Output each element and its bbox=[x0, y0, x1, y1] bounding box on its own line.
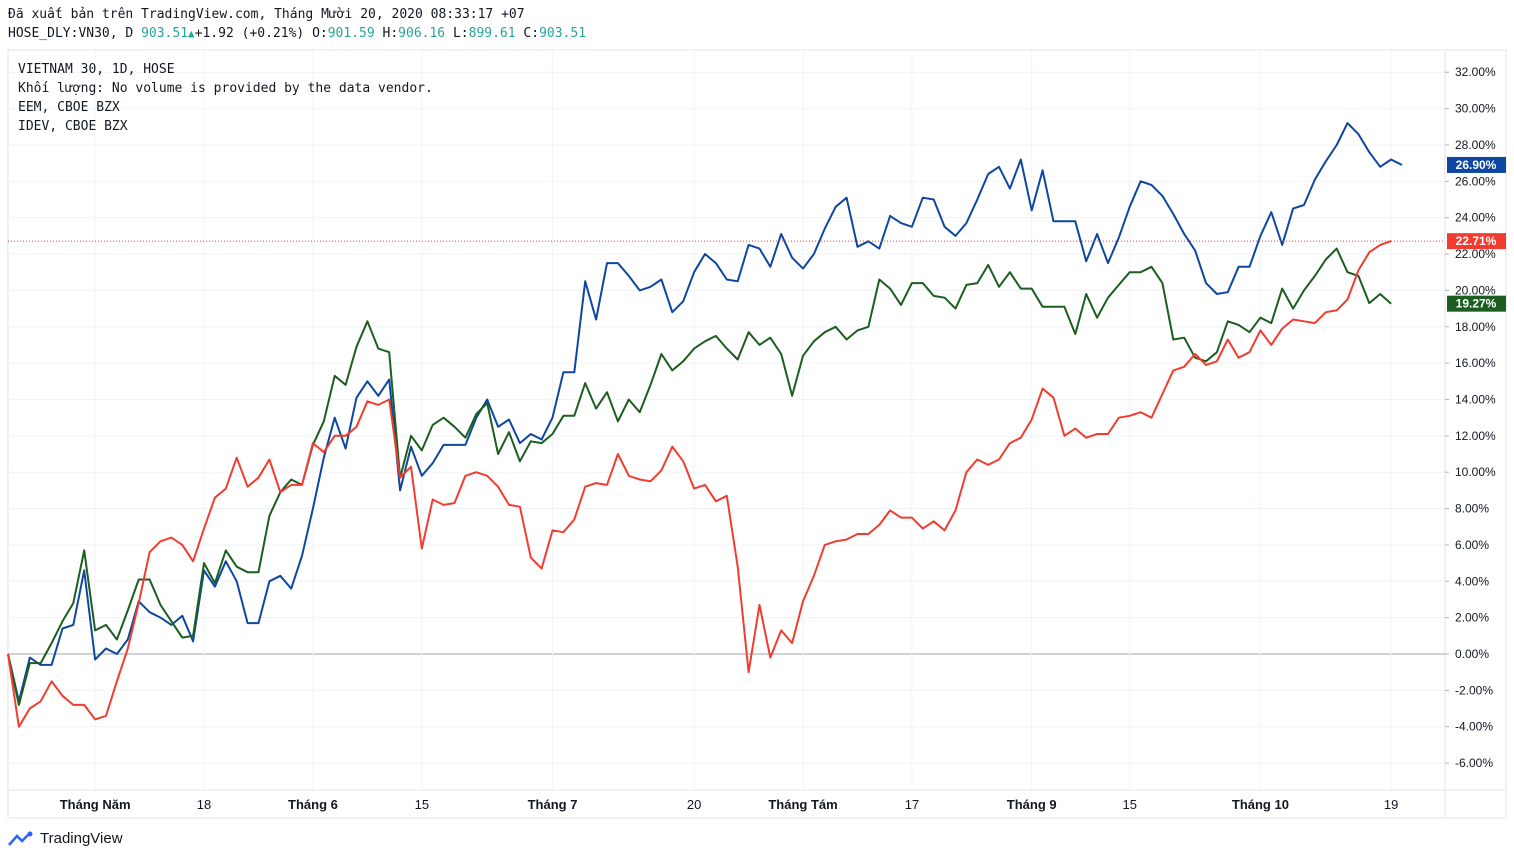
y-tick-label: 2.00% bbox=[1455, 611, 1489, 625]
badge-vn30: 26.90% bbox=[1456, 158, 1497, 172]
x-tick-label: 15 bbox=[1123, 797, 1137, 812]
x-tick-label: 19 bbox=[1384, 797, 1398, 812]
last-price: 903.51 bbox=[141, 26, 189, 41]
close-value: 903.51 bbox=[539, 26, 587, 41]
x-tick-label: Tháng 9 bbox=[1007, 797, 1057, 812]
x-tick-label: Tháng 7 bbox=[528, 797, 578, 812]
x-tick-label: 18 bbox=[197, 797, 211, 812]
y-tick-label: 28.00% bbox=[1455, 138, 1496, 152]
y-tick-label: 32.00% bbox=[1455, 65, 1496, 79]
y-tick-label: 18.00% bbox=[1455, 320, 1496, 334]
y-tick-label: 12.00% bbox=[1455, 429, 1496, 443]
y-tick-label: 24.00% bbox=[1455, 211, 1496, 225]
badge-idev: 22.71% bbox=[1456, 234, 1497, 248]
series-line-eem bbox=[7, 247, 1392, 706]
x-tick-label: Tháng Năm bbox=[60, 797, 131, 812]
symbol-label: HOSE_DLY:VN30, D bbox=[8, 26, 134, 41]
ohlc-header: HOSE_DLY:VN30, D 903.51▲+1.92 (+0.21%) O… bbox=[8, 26, 586, 41]
tradingview-logo[interactable]: TradingView bbox=[8, 830, 123, 847]
y-tick-label: -4.00% bbox=[1455, 720, 1493, 734]
up-arrow-icon: ▲ bbox=[188, 27, 195, 40]
series-lines bbox=[7, 122, 1445, 728]
chart-frame bbox=[7, 49, 1507, 819]
series-line-vn30 bbox=[7, 122, 1403, 703]
y-tick-label: 20.00% bbox=[1455, 283, 1496, 297]
y-tick-label: 10.00% bbox=[1455, 465, 1496, 479]
y-tick-label: 8.00% bbox=[1455, 502, 1489, 516]
high-value: 906.16 bbox=[398, 26, 446, 41]
last-value-badges: 26.90% 19.27% 22.71% bbox=[1447, 156, 1506, 312]
published-info: Đã xuất bản trên TradingView.com, Tháng … bbox=[8, 7, 525, 22]
x-tick-label: Tháng Tám bbox=[768, 797, 837, 812]
legend-idev[interactable]: IDEV, CBOE BZX bbox=[18, 119, 128, 134]
high-label: H: bbox=[382, 26, 399, 41]
badge-eem-bg bbox=[1447, 295, 1506, 312]
chart-border bbox=[7, 49, 1507, 819]
brand-name: TradingView bbox=[40, 830, 123, 847]
tradingview-logo-icon bbox=[8, 831, 33, 846]
y-tick-label: 22.00% bbox=[1455, 247, 1496, 261]
badge-eem: 19.27% bbox=[1456, 297, 1497, 311]
x-tick-label: Tháng 10 bbox=[1232, 797, 1289, 812]
legend-volume[interactable]: Khối lượng: No volume is provided by the… bbox=[18, 81, 433, 96]
y-tick-label: 30.00% bbox=[1455, 102, 1496, 116]
x-tick-label: Tháng 6 bbox=[288, 797, 338, 812]
y-tick-label: 16.00% bbox=[1455, 356, 1496, 370]
y-axis-ticks: 32.00% 30.00% 28.00% 26.00% 24.00% 22.00% 20.0… bbox=[1445, 65, 1496, 770]
y-tick-label: 6.00% bbox=[1455, 538, 1489, 552]
low-value: 899.61 bbox=[468, 26, 516, 41]
legend-eem[interactable]: EEM, CBOE BZX bbox=[18, 100, 120, 115]
open-label: O: bbox=[312, 26, 328, 41]
y-tick-label: -6.00% bbox=[1455, 756, 1493, 770]
y-tick-label: 0.00% bbox=[1455, 647, 1489, 661]
y-tick-label: 14.00% bbox=[1455, 392, 1496, 406]
grid-lines bbox=[8, 50, 1445, 790]
x-tick-label: 17 bbox=[905, 797, 919, 812]
y-tick-label: 26.00% bbox=[1455, 174, 1496, 188]
x-axis-ticks: Tháng Năm 18 Tháng 6 15 Tháng 7 20 Tháng Tám 17… bbox=[60, 797, 1399, 812]
y-tick-label: -2.00% bbox=[1455, 683, 1493, 697]
series-line-idev bbox=[7, 240, 1392, 728]
open-value: 901.59 bbox=[327, 26, 375, 41]
badge-idev-bg bbox=[1447, 233, 1506, 250]
change-value: +1.92 (+0.21%) bbox=[194, 26, 305, 41]
x-tick-label: 15 bbox=[415, 797, 429, 812]
y-tick-label: 4.00% bbox=[1455, 574, 1489, 588]
x-tick-label: 20 bbox=[687, 797, 701, 812]
close-label: C: bbox=[523, 26, 540, 41]
legend-vn30[interactable]: VIETNAM 30, 1D, HOSE bbox=[18, 62, 175, 77]
low-label: L: bbox=[452, 26, 469, 41]
badge-vn30-bg bbox=[1447, 156, 1506, 173]
